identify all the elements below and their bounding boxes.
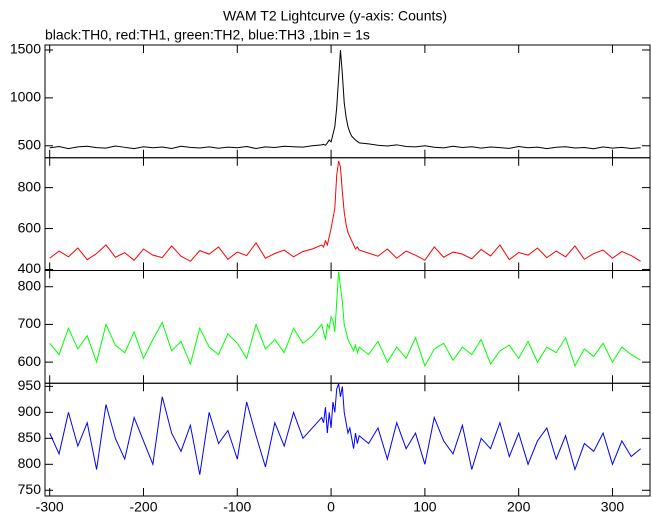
lightcurve [49,49,641,150]
x-tick-label: -100 [223,499,251,515]
y-tick-label: 1500 [10,41,41,57]
y-tick-label: 600 [18,353,42,369]
y-tick-label: 400 [18,260,42,276]
y-tick-label: 750 [18,481,42,497]
y-tick-label: 850 [18,429,42,445]
y-tick-label: 1000 [10,89,41,105]
chart-subtitle: black:TH0, red:TH1, green:TH2, blue:TH3 … [45,27,370,43]
x-tick-label: 0 [327,499,335,515]
y-tick-label: 700 [18,315,42,331]
lightcurve [49,271,641,368]
x-tick-label: 100 [413,499,437,515]
lightcurve [49,383,641,475]
y-tick-label: 900 [18,403,42,419]
x-tick-label: 300 [601,499,625,515]
chart-title: WAM T2 Lightcurve (y-axis: Counts) [223,8,447,24]
panel-frame [44,382,651,497]
panel-frame [44,270,651,384]
panel-frame [44,44,651,159]
x-tick-label: 200 [507,499,531,515]
x-tick-label: -300 [36,499,64,515]
lightcurve [49,160,641,262]
y-tick-label: 600 [18,219,42,235]
x-tick-label: -200 [129,499,157,515]
panel-frame [44,157,651,271]
y-tick-label: 800 [18,277,42,293]
y-tick-label: 950 [18,377,42,393]
y-tick-label: 800 [18,178,42,194]
y-tick-label: 500 [18,136,42,152]
y-tick-label: 800 [18,455,42,471]
